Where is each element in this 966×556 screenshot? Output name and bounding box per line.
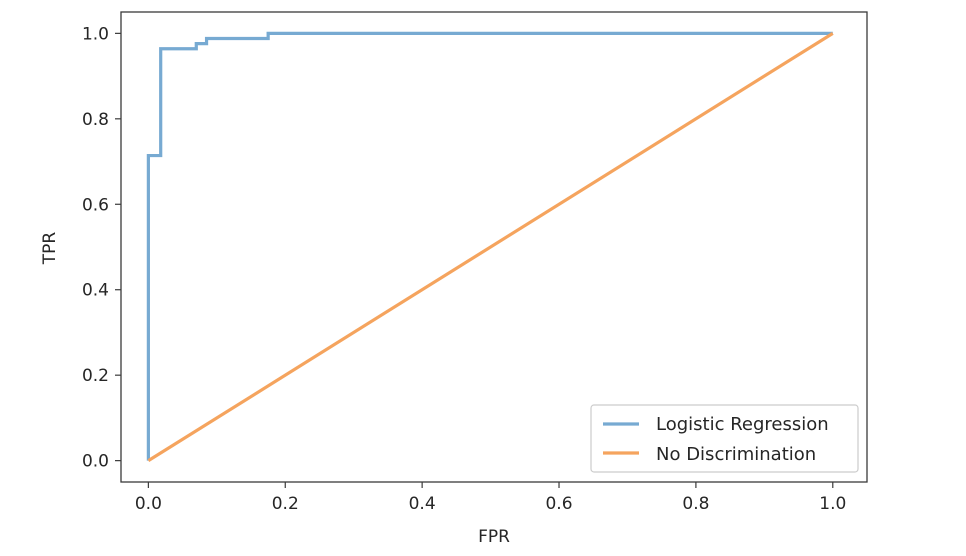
series-layer (146, 31, 834, 462)
y-tick-label: 0.0 (82, 452, 109, 472)
legend: Logistic Regression No Discrimination (590, 404, 859, 473)
x-tick-label: 0.8 (682, 494, 709, 514)
y-axis-label: TPR (40, 232, 60, 266)
x-axis-label: FPR (478, 527, 510, 547)
series-line-logistic-regression (146, 31, 833, 461)
plot-frame (120, 11, 868, 483)
x-tick-label: 0.4 (409, 494, 436, 514)
y-tick-label: 1.0 (82, 24, 109, 44)
x-tick-label: 0.0 (135, 494, 162, 514)
x-tick-label: 0.2 (272, 494, 299, 514)
legend-label-logistic-regression: Logistic Regression (656, 414, 829, 435)
x-tick-label: 0.6 (545, 494, 572, 514)
y-tick-label: 0.6 (82, 195, 109, 215)
x-tick-label: 1.0 (819, 494, 846, 514)
y-ticks: 0.0 0.2 0.4 0.6 0.8 1.0 (82, 24, 121, 472)
y-tick-label: 0.4 (82, 281, 109, 301)
legend-box (590, 404, 859, 473)
legend-label-no-discrimination: No Discrimination (656, 444, 816, 465)
y-tick-label: 0.2 (82, 366, 109, 386)
x-ticks: 0.0 0.2 0.4 0.6 0.8 1.0 (135, 482, 846, 514)
series-line-no-discrimination (147, 32, 834, 462)
y-tick-label: 0.8 (82, 110, 109, 130)
